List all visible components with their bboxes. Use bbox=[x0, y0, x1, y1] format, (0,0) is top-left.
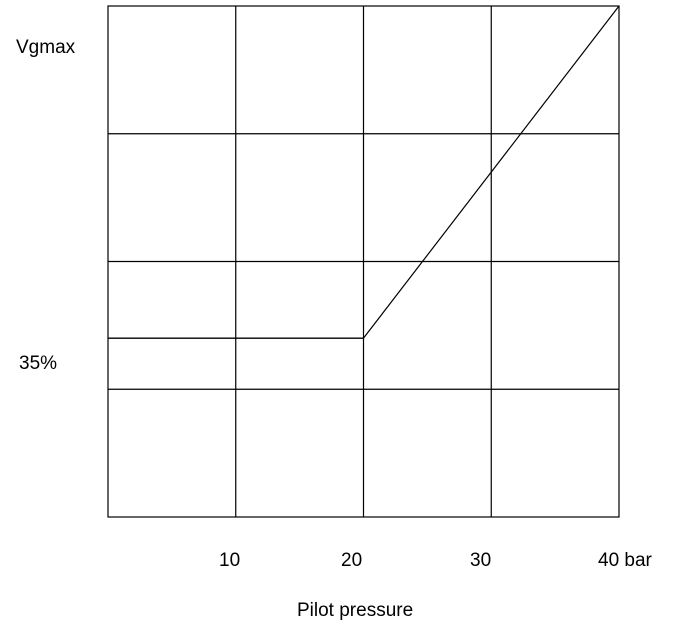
y-tick-label-35-percent: 35% bbox=[19, 353, 57, 374]
x-axis-label: Pilot pressure bbox=[297, 600, 413, 621]
y-tick-label-vgmax: Vgmax bbox=[16, 37, 76, 58]
x-tick-label-30: 30 bbox=[470, 550, 491, 571]
x-tick-label-10: 10 bbox=[219, 550, 240, 571]
x-tick-label-40-bar: 40 bar bbox=[598, 550, 653, 571]
series-line bbox=[108, 5, 620, 339]
series-group bbox=[108, 5, 620, 339]
grid bbox=[108, 6, 619, 517]
x-tick-label-20: 20 bbox=[341, 550, 362, 571]
